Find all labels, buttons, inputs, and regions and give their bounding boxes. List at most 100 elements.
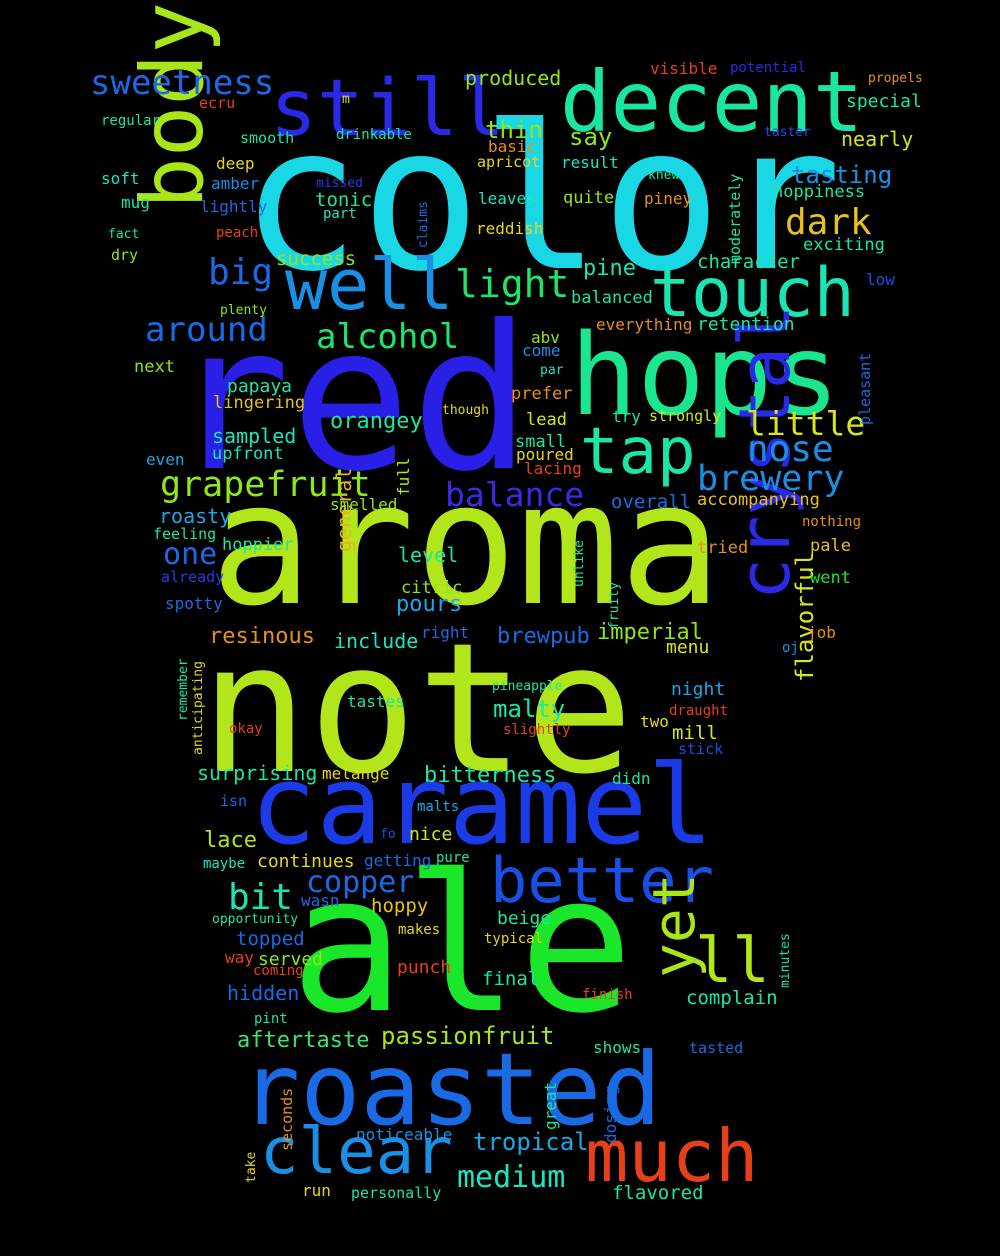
word-soft: soft [101, 169, 140, 188]
word-next: next [134, 357, 175, 377]
word-par: par [540, 363, 564, 378]
word-regular: regular [101, 113, 161, 129]
word-served: served [258, 949, 324, 970]
word-great: great [541, 1081, 560, 1130]
word-medium: medium [457, 1160, 566, 1195]
word-low: low [866, 270, 895, 289]
word-plenty: plenty [220, 303, 267, 318]
word-nothing: nothing [802, 514, 862, 530]
word-peach: peach [216, 225, 259, 241]
word-imperial: imperial [597, 620, 703, 645]
word-much: much [585, 1114, 759, 1198]
word-seconds: seconds [278, 1087, 296, 1151]
word-say: say [569, 123, 613, 151]
word-mill: mill [672, 722, 718, 744]
word-poured: poured [516, 445, 574, 464]
word-lingering: lingering [213, 393, 306, 413]
word-pleasant: pleasant [856, 352, 874, 425]
word-though: though [442, 403, 489, 418]
word-roasty: roasty [159, 504, 232, 528]
word-tasting: tasting [791, 161, 893, 189]
word-still: still [270, 64, 505, 154]
word-big: big [208, 252, 274, 293]
word-dosing: dosing [601, 1085, 620, 1143]
word-pint: pint [254, 1011, 288, 1027]
word-character: character [697, 251, 800, 273]
word-complain: complain [686, 987, 778, 1009]
word-small: small [515, 432, 567, 452]
word-grapefruit: grapefruit [160, 465, 371, 505]
word-smelled: smelled [330, 495, 398, 514]
word-color: color [240, 83, 843, 316]
word-feeling: feeling [153, 525, 217, 543]
word-continues: continues [257, 851, 355, 872]
word-piney: piney [644, 189, 693, 208]
word-amber: amber [211, 174, 260, 193]
word-overall: overall [611, 491, 692, 513]
word-stick: stick [678, 740, 724, 758]
word-clear: clear [260, 1115, 453, 1189]
word-malts: malts [417, 799, 460, 815]
word-red: red [170, 283, 532, 516]
word-aftertaste: aftertaste [237, 1028, 370, 1053]
word-finish: finish [582, 987, 633, 1003]
word-personally: personally [351, 1184, 442, 1202]
word-roasted: roasted [240, 1031, 662, 1148]
word-m: m [342, 92, 350, 107]
word-brewery: brewery [697, 459, 845, 499]
word-draught: draught [669, 703, 729, 719]
word-full: full [394, 457, 413, 496]
word-tonic: tonic [315, 189, 373, 211]
word-potential: potential [730, 60, 806, 76]
word-bitterness: bitterness [424, 763, 557, 788]
word-way: way [225, 948, 254, 967]
word-pale: pale [810, 536, 851, 556]
word-hoppier: hoppier [222, 535, 294, 555]
word-lightly: lightly [200, 197, 268, 216]
word-brewpub: brewpub [497, 624, 590, 649]
word-nearly: nearly [841, 127, 914, 151]
word-copper: copper [306, 865, 415, 900]
word-tropical: tropical [473, 1128, 589, 1156]
word-tap: tap [580, 415, 696, 489]
word-missed: missed [316, 176, 363, 191]
word-try: try [612, 407, 641, 426]
word-touch: touch [650, 254, 855, 333]
word-papaya: papaya [227, 376, 293, 397]
word-fact: fact [108, 227, 140, 242]
word-sweetness: sweetness [90, 63, 275, 103]
word-already: already [161, 568, 225, 586]
word-little: little [746, 404, 866, 443]
word-oj: oj [782, 640, 799, 656]
word-orangey: orangey [330, 409, 423, 434]
word-melange: melange [322, 764, 390, 783]
word-anticipating: anticipating [191, 661, 206, 755]
word-everything: everything [596, 315, 693, 334]
word-wasn: wasn [301, 891, 340, 910]
word-caramel: caramel [250, 741, 714, 869]
word-visible: visible [650, 59, 718, 78]
word-ecru: ecru [199, 94, 236, 112]
word-tasted: tasted [689, 1039, 744, 1057]
word-pine: pine [583, 256, 636, 281]
word-two: two [640, 712, 669, 731]
word-light: light [455, 262, 570, 306]
word-dry: dry [111, 246, 139, 264]
word-ale: ale [290, 834, 634, 1055]
word-topped: topped [236, 928, 305, 950]
word-ll: ll [695, 924, 770, 997]
word-upfront: upfront [212, 444, 284, 464]
word-note: note [200, 605, 634, 814]
word-hoppy: hoppy [371, 895, 429, 917]
word-final: final [482, 968, 540, 990]
word-balanced: balanced [571, 288, 653, 308]
word-accompanying: accompanying [697, 490, 820, 510]
word-remember: remember [176, 658, 191, 721]
word-passionfruit: passionfruit [381, 1022, 555, 1050]
word-retention: retention [697, 314, 795, 335]
word-went: went [810, 568, 851, 588]
word-come: come [522, 341, 561, 360]
word-punch: punch [397, 957, 452, 978]
word-tastes: tastes [347, 692, 405, 711]
word-okay: okay [229, 721, 263, 737]
